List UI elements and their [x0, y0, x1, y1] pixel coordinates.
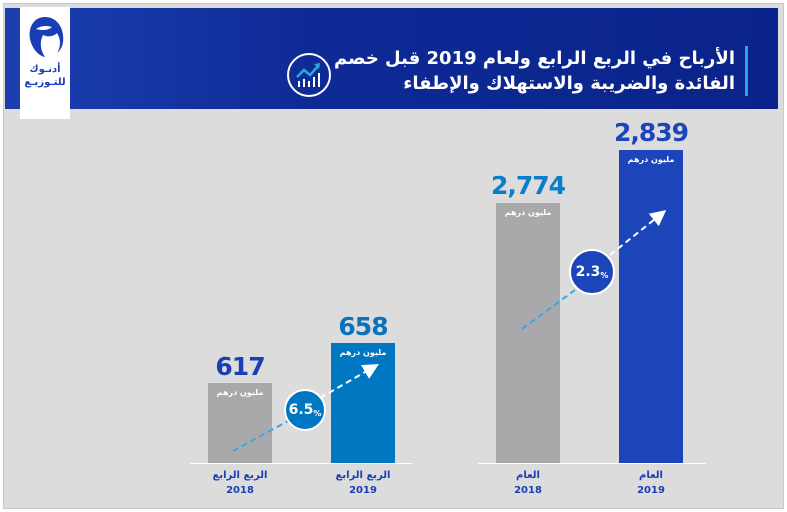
bar-q4-2019: مليون درهم [331, 343, 395, 463]
unit-label: مليون درهم [627, 155, 675, 164]
category-q4-2018: الربع الرابع 2018 [195, 468, 285, 498]
value-label-q4-2018: 617 [215, 352, 265, 381]
value-label-year-2019: 2,839 [613, 118, 689, 147]
unit-label: مليون درهم [216, 388, 264, 397]
unit-label: مليون درهم [504, 208, 552, 217]
value-label-q4-2019: 658 [338, 312, 388, 341]
growth-chart-icon [287, 53, 331, 97]
title-line-2: الفائدة والضريبة والاستهلاك والإطفاء [403, 73, 735, 94]
bar-year-2019: مليون درهم [619, 150, 683, 463]
falcon-logo-icon [29, 17, 64, 57]
category-year: 2019 [349, 485, 377, 496]
category-year-2019: العام 2019 [606, 468, 696, 498]
header-banner: الأرباح في الربع الرابع ولعام 2019 قبل خ… [5, 8, 778, 109]
logo-text-2: للتـوزيـع [24, 77, 66, 88]
trend-arrow-year-right [609, 210, 667, 256]
logo-text-1: أدنـوك [29, 64, 61, 75]
change-value: 6.5 [288, 402, 314, 418]
category-q4-2019: الربع الرابع 2019 [318, 468, 408, 498]
category-year: 2018 [514, 485, 542, 496]
percent-sign: % [600, 270, 609, 280]
trend-arrow-quarter-right [319, 364, 379, 399]
bar-year-2018: مليون درهم [496, 203, 560, 463]
unit-label: مليون درهم [339, 348, 387, 357]
page-title: الأرباح في الربع الرابع ولعام 2019 قبل خ… [278, 46, 748, 96]
category-period: الربع الرابع [212, 470, 268, 481]
category-year: 2019 [637, 485, 665, 496]
baseline-quarter [190, 463, 412, 464]
logo: أدنـوك للتـوزيـع [20, 7, 70, 119]
baseline-year [478, 463, 706, 464]
title-line-1: الأرباح في الربع الرابع ولعام 2019 قبل خ… [333, 48, 735, 69]
category-year: 2018 [226, 485, 254, 496]
percent-sign: % [313, 408, 322, 418]
category-period: العام [639, 470, 663, 481]
category-period: الربع الرابع [335, 470, 391, 481]
category-period: العام [516, 470, 540, 481]
trend-arrow-quarter-left [232, 419, 291, 452]
value-label-year-2018: 2,774 [490, 171, 566, 200]
change-badge-year: 2.3% [569, 249, 615, 295]
change-value: 2.3 [575, 264, 601, 280]
change-badge-quarter: 6.5% [284, 389, 326, 431]
bar-q4-2018: مليون درهم [208, 383, 272, 463]
trend-arrow-year-left [521, 289, 576, 330]
category-year-2018: العام 2018 [483, 468, 573, 498]
